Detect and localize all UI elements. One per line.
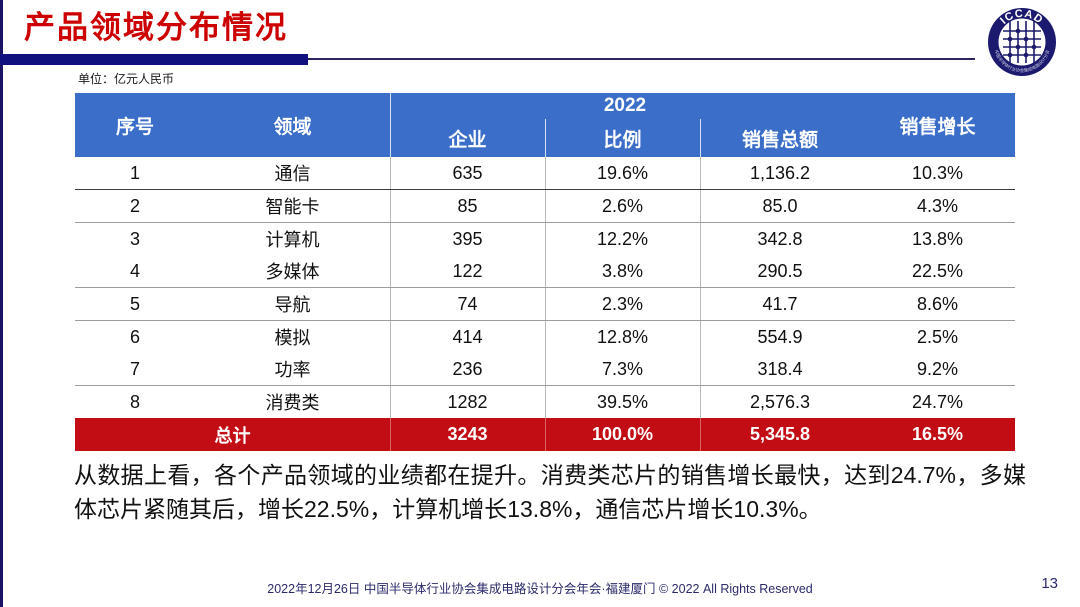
table-row: 7 功率 236 7.3% 318.4 9.2% (75, 353, 1015, 386)
cell-sales-growth: 8.6% (860, 287, 1015, 321)
cell-ratio: 2.3% (545, 287, 700, 321)
cell-ratio: 39.5% (545, 385, 700, 418)
column-group-header-year: 2022 (390, 93, 860, 119)
cell-total-sales-growth: 16.5% (860, 418, 1015, 451)
table-row: 1 通信 635 19.6% 1,136.2 10.3% (75, 157, 1015, 190)
cell-sales-total: 554.9 (700, 320, 860, 353)
cell-total-enterprises: 3243 (390, 418, 545, 451)
cell-sales-growth: 22.5% (860, 255, 1015, 288)
cell-ratio: 19.6% (545, 157, 700, 190)
cell-index: 7 (75, 353, 195, 386)
table-row: 2 智能卡 85 2.6% 85.0 4.3% (75, 189, 1015, 223)
column-header-ratio: 比例 (545, 119, 700, 157)
cell-index: 6 (75, 320, 195, 353)
cell-sales-total: 2,576.3 (700, 385, 860, 418)
column-header-sales-total: 销售总额 (700, 119, 860, 157)
iccad-logo-icon: ICCAD 中国半导体行业协会集成电路设计分会 (986, 6, 1058, 78)
table-body: 1 通信 635 19.6% 1,136.2 10.3% 2 智能卡 85 2.… (75, 157, 1015, 451)
cell-ratio: 7.3% (545, 353, 700, 386)
cell-sales-growth: 2.5% (860, 320, 1015, 353)
column-header-sales-growth: 销售增长 (860, 93, 1015, 157)
cell-sales-growth: 24.7% (860, 385, 1015, 418)
cell-sales-total: 342.8 (700, 222, 860, 255)
cell-sales-total: 290.5 (700, 255, 860, 288)
cell-sales-total: 41.7 (700, 287, 860, 321)
cell-index: 4 (75, 255, 195, 288)
cell-enterprises: 74 (390, 287, 545, 321)
table-row: 4 多媒体 122 3.8% 290.5 22.5% (75, 255, 1015, 288)
cell-sales-total: 1,136.2 (700, 157, 860, 190)
cell-sales-growth: 10.3% (860, 157, 1015, 190)
cell-index: 8 (75, 385, 195, 418)
cell-ratio: 12.2% (545, 222, 700, 255)
cell-sales-growth: 13.8% (860, 222, 1015, 255)
cell-index: 3 (75, 222, 195, 255)
unit-note: 单位：亿元人民币 (78, 72, 175, 86)
table-row: 5 导航 74 2.3% 41.7 8.6% (75, 287, 1015, 321)
cell-total-label: 总计 (75, 418, 390, 451)
title-underline-thick (0, 54, 308, 65)
cell-field: 功率 (195, 353, 390, 386)
cell-sales-total: 85.0 (700, 189, 860, 223)
cell-total-ratio: 100.0% (545, 418, 700, 451)
cell-field: 消费类 (195, 385, 390, 418)
cell-index: 1 (75, 157, 195, 190)
table-header: 序号 领域 2022 销售增长 企业 比例 销售总额 (75, 93, 1015, 157)
cell-enterprises: 85 (390, 189, 545, 223)
cell-index: 5 (75, 287, 195, 321)
table-total-row: 总计 3243 100.0% 5,345.8 16.5% (75, 418, 1015, 451)
cell-field: 模拟 (195, 320, 390, 353)
cell-enterprises: 414 (390, 320, 545, 353)
summary-paragraph: 从数据上看，各个产品领域的业绩都在提升。消费类芯片的销售增长最快，达到24.7%… (74, 462, 1026, 522)
cell-index: 2 (75, 189, 195, 223)
cell-field: 通信 (195, 157, 390, 190)
cell-sales-growth: 4.3% (860, 189, 1015, 223)
cell-enterprises: 236 (390, 353, 545, 386)
cell-sales-growth: 9.2% (860, 353, 1015, 386)
cell-enterprises: 395 (390, 222, 545, 255)
cell-ratio: 3.8% (545, 255, 700, 288)
cell-field: 智能卡 (195, 189, 390, 223)
column-header-index: 序号 (75, 93, 195, 157)
table-row: 8 消费类 1282 39.5% 2,576.3 24.7% (75, 385, 1015, 418)
table-row: 3 计算机 395 12.2% 342.8 13.8% (75, 222, 1015, 255)
cell-ratio: 2.6% (545, 189, 700, 223)
left-edge-rule (0, 0, 3, 607)
cell-sales-total: 318.4 (700, 353, 860, 386)
product-distribution-table: 序号 领域 2022 销售增长 企业 比例 销售总额 1 通信 635 19.6… (75, 93, 1015, 451)
cell-field: 多媒体 (195, 255, 390, 288)
footer-text: 2022年12月26日 中国半导体行业协会集成电路设计分会年会·福建厦门 © 2… (267, 582, 813, 596)
cell-field: 计算机 (195, 222, 390, 255)
title-underline-thin (308, 58, 975, 60)
cell-enterprises: 1282 (390, 385, 545, 418)
column-header-field: 领域 (195, 93, 390, 157)
table-row: 6 模拟 414 12.8% 554.9 2.5% (75, 320, 1015, 353)
cell-enterprises: 635 (390, 157, 545, 190)
cell-field: 导航 (195, 287, 390, 321)
page-number: 13 (1041, 575, 1058, 592)
svg-text:ICCAD: ICCAD (998, 8, 1045, 27)
cell-enterprises: 122 (390, 255, 545, 288)
cell-total-sales-total: 5,345.8 (700, 418, 860, 451)
page-title: 产品领域分布情况 (24, 10, 288, 45)
column-header-enterprises: 企业 (390, 119, 545, 157)
cell-ratio: 12.8% (545, 320, 700, 353)
